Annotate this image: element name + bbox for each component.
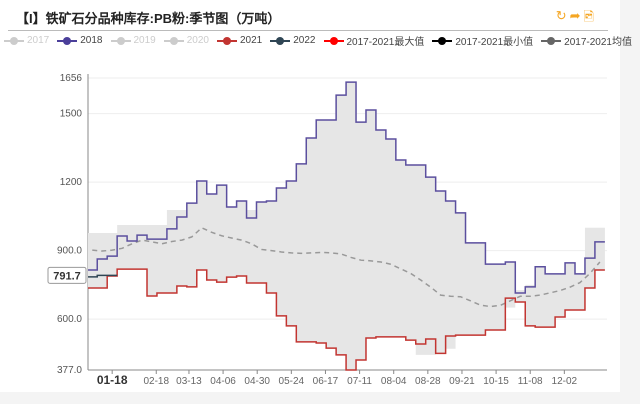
- legend-marker-icon: [163, 36, 184, 46]
- x-tick-label: 04-06: [210, 376, 236, 387]
- y-tick-label: 900.0: [57, 246, 82, 257]
- chart-title: 【I】铁矿石分品种库存:PB粉:季节图（万吨）: [16, 11, 281, 26]
- y-tick-label: 600.0: [57, 314, 82, 325]
- legend-marker-icon: [110, 36, 131, 46]
- refresh-icon[interactable]: ↻: [555, 8, 567, 23]
- legend-label: 2022: [293, 35, 316, 46]
- legend-label: 2021: [240, 35, 263, 46]
- divider: [8, 30, 608, 31]
- legend-label: 2017-2021最大值: [346, 37, 425, 48]
- legend-item-2020[interactable]: 2020: [163, 33, 209, 48]
- x-tick-label: 06-17: [313, 376, 339, 387]
- chart-card: 【I】铁矿石分品种库存:PB粉:季节图（万吨） ↻ ➦ 🖻 2017 2018 20…: [0, 0, 632, 392]
- x-tick-label: 03-13: [176, 376, 202, 387]
- legend-label: 2020: [186, 35, 209, 46]
- legend-marker-icon: [270, 36, 291, 46]
- legend-item-2021[interactable]: 2021: [217, 33, 262, 48]
- legend-marker-icon: [217, 36, 237, 46]
- legend-item-2017-2021最小值[interactable]: 2017-2021最小值: [432, 33, 533, 48]
- current-value-label: 791.7: [47, 266, 87, 284]
- share-icon[interactable]: ➦: [569, 8, 581, 23]
- legend-marker-icon: [57, 36, 78, 46]
- x-tick-label: 11-08: [518, 376, 543, 387]
- export-image-icon[interactable]: 🖻: [583, 9, 594, 24]
- y-tick-label: 1500: [60, 109, 83, 120]
- x-tick-label: 01-18: [97, 373, 128, 387]
- legend-label: 2017: [27, 35, 50, 46]
- x-tick-label: 12-02: [552, 376, 578, 387]
- y-tick-label: 1200: [60, 177, 83, 188]
- legend-item-2017-2021均值[interactable]: 2017-2021均值: [541, 33, 632, 48]
- legend-label: 2018: [80, 35, 103, 46]
- x-tick-label: 10-15: [483, 376, 509, 387]
- y-tick-label: 377.0: [57, 365, 82, 376]
- legend-label: 2017-2021最小值: [455, 37, 534, 48]
- legend-item-2022[interactable]: 2022: [270, 33, 316, 48]
- legend: 2017 2018 2019 2020 2021 2022 2017-2021最大值 2017…: [4, 33, 632, 48]
- legend-marker-icon: [432, 36, 453, 46]
- series-line-2021: [88, 268, 605, 371]
- legend-item-2017-2021最大值[interactable]: 2017-2021最大值: [323, 33, 425, 48]
- series-line-2022: [88, 274, 118, 278]
- x-tick-label: 04-30: [244, 376, 270, 387]
- legend-item-2017[interactable]: 2017: [4, 33, 49, 48]
- legend-marker-icon: [323, 36, 344, 46]
- chart-plot: 377.0 600.0 900.0 1200 1500 1656 01-18 02-18 03-…: [47, 73, 607, 387]
- x-tick-label: 08-04: [381, 376, 407, 387]
- x-tick-label: 08-28: [415, 376, 441, 387]
- current-value-text: 791.7: [53, 270, 81, 282]
- series-line-avg: [92, 226, 601, 308]
- legend-marker-icon: [4, 36, 24, 46]
- legend-item-2019[interactable]: 2019: [110, 33, 156, 48]
- x-tick-label: 05-24: [279, 376, 305, 387]
- x-tick-label: 07-11: [347, 376, 372, 387]
- x-tick-label: 09-21: [449, 376, 475, 387]
- series-line-2018: [88, 81, 605, 294]
- y-tick-label: 1656: [60, 73, 83, 84]
- legend-label: 2017-2021均值: [564, 37, 632, 48]
- x-tick-label: 02-18: [143, 376, 169, 387]
- legend-label: 2019: [133, 35, 156, 46]
- legend-item-2018[interactable]: 2018: [57, 33, 103, 48]
- legend-marker-icon: [541, 36, 562, 46]
- min-max-band: [88, 82, 605, 370]
